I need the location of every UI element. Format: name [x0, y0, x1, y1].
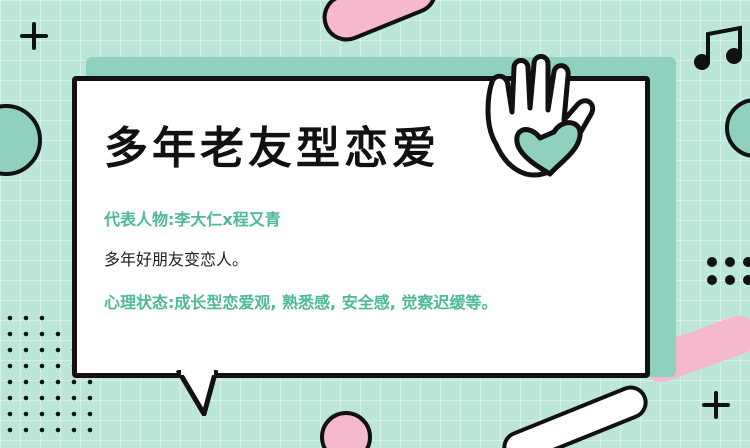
plus-icon: [702, 391, 730, 419]
page-title: 多年老友型恋爱: [104, 123, 440, 174]
psychology-text: 心理状态:成长型恋爱观, 熟悉感, 安全感, 觉察迟缓等。: [104, 293, 498, 312]
mint-circle-left: [0, 104, 42, 176]
black-pill-bottom: [502, 385, 648, 448]
representative-text: 代表人物:李大仁x程又青: [104, 210, 281, 229]
heart-hand-icon: [485, 54, 596, 178]
speech-tail: [176, 370, 219, 416]
pink-circle-bottom: [320, 411, 372, 448]
dots-icon: [707, 257, 750, 285]
pink-pill-top: [322, 0, 438, 42]
plus-icon: [20, 22, 48, 50]
description-text: 多年好朋友变恋人。: [104, 250, 249, 269]
green-circle-right: [725, 98, 750, 158]
music-note-icon: [694, 25, 742, 70]
